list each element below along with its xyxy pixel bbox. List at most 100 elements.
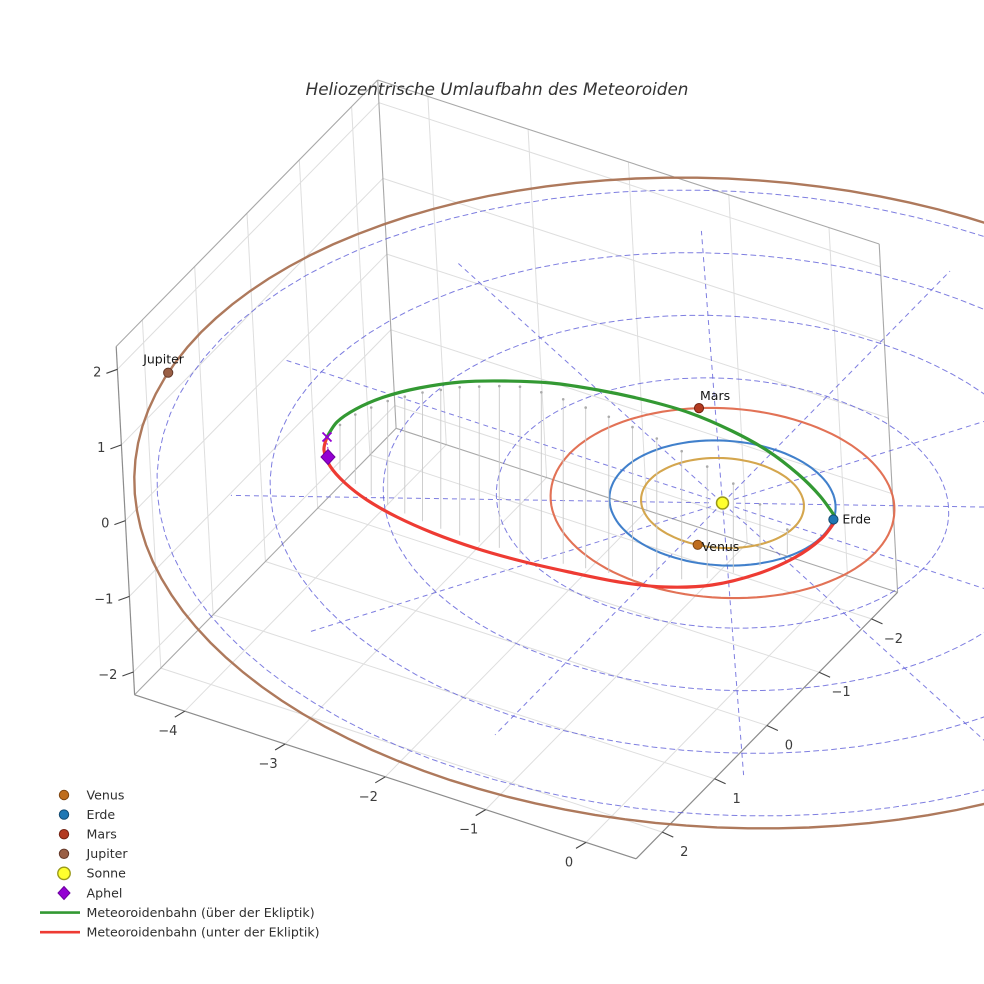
box-edge (134, 427, 397, 696)
meteoroid-path-above-ecliptic (325, 379, 838, 520)
meteoroid-orbit (322, 379, 838, 589)
legend-marker-dot (58, 829, 70, 840)
legend-marker-dot (58, 809, 70, 820)
z-tick-label: 2 (93, 365, 101, 380)
ecliptic-grid-spoke (734, 506, 984, 590)
y-tick-mark (766, 724, 779, 732)
pane-grid-z-left (129, 329, 392, 597)
pane-grid-z-right (382, 177, 885, 343)
aphel-diamond-marker (320, 448, 336, 466)
stem-dot (655, 437, 659, 440)
stem-dot (584, 406, 587, 409)
box-edge (395, 427, 898, 593)
x-tick-mark (475, 809, 486, 817)
ecliptic-grid-circle (156, 189, 984, 817)
pane-grid-z-left (133, 405, 396, 673)
legend-marker-dot (58, 848, 70, 859)
x-tick-mark (375, 776, 386, 784)
ecliptic-grid-spoke (733, 420, 984, 500)
stem-dot (631, 425, 634, 429)
stem-dot (439, 388, 443, 392)
legend-label: Meteoroidenbahn (über der Ekliptik) (87, 905, 315, 920)
stem-dot (386, 399, 390, 403)
x-axis-line (134, 694, 637, 860)
orbit-mars (549, 406, 896, 600)
y-tick-label: −1 (832, 685, 851, 700)
x-tick-mark (174, 710, 186, 718)
stem-dot (786, 528, 789, 531)
x-tick-label: −3 (259, 757, 278, 772)
y-tick-mark (714, 778, 726, 785)
y-tick-label: 1 (732, 792, 740, 807)
z-tick-mark (122, 671, 134, 677)
stem-dot (705, 465, 709, 468)
legend-label: Jupiter (86, 846, 129, 861)
y-tick-label: 0 (785, 739, 793, 754)
body-markers (163, 367, 839, 550)
legend-marker-sun (57, 866, 71, 881)
orbit-stems (338, 384, 789, 580)
y-tick-label: −2 (884, 632, 903, 647)
stem-dot (680, 449, 683, 453)
sun-marker (715, 496, 730, 510)
stem-dot (369, 406, 373, 409)
stem-dot (458, 385, 462, 389)
stem-dot (732, 482, 735, 485)
planet-label-mars: Mars (700, 388, 730, 403)
ecliptic-grid-spoke (230, 494, 709, 504)
legend-label: Erde (87, 807, 116, 822)
aphel-drop-line (326, 442, 329, 450)
legend-marker-dot (58, 789, 70, 801)
y-tick-mark (871, 618, 883, 625)
y-axis-line (635, 591, 899, 860)
pane-grid-y-floor (317, 507, 820, 673)
stem-dot (498, 384, 501, 388)
z-tick-label: −1 (94, 592, 113, 607)
stem-dot (758, 503, 762, 506)
x-tick-label: 0 (565, 855, 573, 870)
pane-grid-z-right (378, 102, 881, 268)
legend-label: Meteoroidenbahn (unter der Ekliptik) (87, 925, 320, 940)
z-tick-label: 1 (97, 441, 105, 456)
pane-grid-y-floor (212, 614, 715, 780)
z-tick-label: 0 (101, 517, 109, 532)
pane-grid-z-left (117, 102, 380, 370)
stem-dot (518, 385, 522, 389)
x-tick-mark (274, 743, 286, 751)
box-edge (377, 79, 397, 429)
stem-dot (561, 398, 565, 401)
stem-dot (477, 385, 481, 388)
ecliptic-grid-spoke (458, 263, 716, 497)
ecliptic-grid-spoke (307, 506, 712, 633)
box-edge (878, 243, 899, 593)
axes-panes (115, 79, 899, 860)
ecliptic-grid-spoke (728, 270, 951, 497)
y-tick-label: 2 (680, 845, 688, 860)
planet-marker-erde (828, 514, 839, 525)
pane-grid-y-floor (369, 454, 872, 620)
planet-labels: Venus Erde Mars Jupiter (142, 352, 871, 554)
planet-marker-venus (692, 539, 703, 550)
stem-dot (338, 423, 342, 427)
y-tick-mark (818, 671, 831, 678)
orbit-venus (640, 456, 805, 550)
z-tick-label: −2 (98, 668, 117, 683)
stem-dot (403, 395, 407, 399)
legend-label: Sonne (87, 866, 127, 881)
legend-label: Venus (87, 787, 125, 802)
ecliptic-grid-spoke (729, 509, 984, 741)
stem-dot (540, 391, 543, 394)
meteoroid-path-below-ecliptic (322, 435, 838, 589)
legend: Venus Erde Mars Jupiter Sonne Aphel Meteoroide… (40, 787, 320, 940)
planet-orbits (133, 176, 984, 830)
pane-grid-z-right (394, 405, 897, 570)
x-tick-label: −4 (158, 724, 177, 739)
ecliptic-grid-spoke (286, 359, 711, 500)
x-tick-mark (575, 841, 587, 849)
planet-marker-jupiter (163, 367, 174, 378)
x-tick-label: −1 (459, 823, 478, 838)
pane-grid-z-right (386, 253, 889, 419)
stem-dot (607, 415, 611, 419)
